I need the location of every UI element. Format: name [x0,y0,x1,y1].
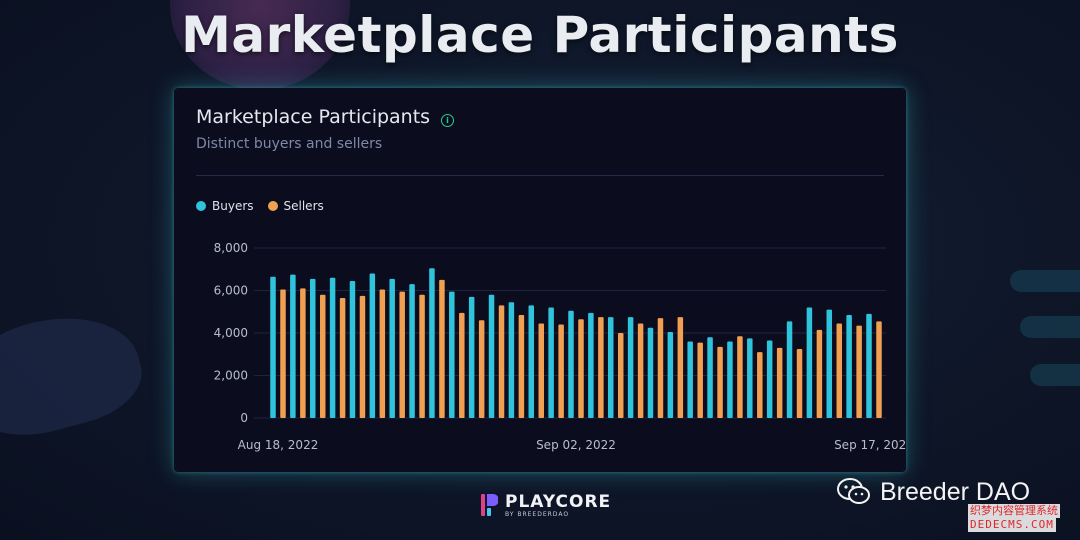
bar-buyers-5[interactable] [369,273,376,419]
bar-buyers-1[interactable] [290,274,296,418]
bar-buyers-19[interactable] [647,327,654,418]
bar-buyers-13[interactable] [528,305,535,418]
bar-buyers-16[interactable] [588,312,594,418]
bar-buyers-28[interactable] [826,309,833,418]
bar-sellers-24[interactable] [757,352,763,418]
bar-sellers-16[interactable] [598,317,604,418]
wechat-watermark: Breeder DAO [836,476,1030,508]
bar-buyers-4[interactable] [349,280,356,418]
bar-sellers-6[interactable] [399,291,405,418]
y-tick-label: 0 [240,411,248,425]
bar-sellers-21[interactable] [697,342,703,418]
page-headline: Marketplace Participants [181,6,899,64]
bar-buyers-2[interactable] [309,278,316,418]
chart-panel: Marketplace Participants i Distinct buye… [174,88,906,472]
bar-buyers-25[interactable] [766,340,773,418]
bar-sellers-17[interactable] [617,333,624,418]
legend-label-buyers: Buyers [212,199,254,213]
bar-sellers-1[interactable] [300,288,306,418]
panel-divider [196,175,884,176]
x-tick-label: Sep 17, 2022 [834,438,906,452]
bar-sellers-28[interactable] [836,323,843,418]
bar-sellers-22[interactable] [717,346,723,418]
bar-buyers-7[interactable] [409,284,415,418]
bar-sellers-20[interactable] [677,317,684,418]
bar-sellers-0[interactable] [280,289,286,418]
legend-item-buyers[interactable]: Buyers [196,199,254,213]
bar-sellers-13[interactable] [538,323,545,418]
bar-buyers-29[interactable] [846,314,852,418]
info-icon[interactable]: i [441,114,454,127]
watermark-text: Breeder DAO [880,477,1031,506]
bar-buyers-6[interactable] [389,278,395,418]
bar-buyers-27[interactable] [806,307,813,419]
bar-buyers-14[interactable] [548,307,554,419]
bar-sellers-4[interactable] [359,295,366,418]
bar-sellers-11[interactable] [498,305,505,418]
brand-name: PLAYCORE [505,491,612,512]
chart-legend: Buyers Sellers [196,199,324,213]
bar-sellers-26[interactable] [796,348,803,418]
bar-buyers-8[interactable] [429,268,435,418]
bar-buyers-17[interactable] [607,317,614,418]
bar-buyers-26[interactable] [786,321,793,418]
bar-sellers-3[interactable] [339,297,346,418]
legend-swatch-sellers [267,201,278,211]
bar-sellers-10[interactable] [478,320,485,418]
bar-sellers-5[interactable] [379,289,386,418]
bar-sellers-7[interactable] [419,294,425,418]
bar-buyers-30[interactable] [866,313,872,418]
bar-sellers-9[interactable] [459,312,465,418]
bar-buyers-23[interactable] [727,341,733,419]
bar-sellers-29[interactable] [856,325,862,418]
watermark-small-en: DEDECMS.COM [968,518,1056,532]
x-tick-label: Aug 18, 2022 [238,438,319,452]
bar-buyers-20[interactable] [667,331,674,418]
bar-chart: 8,000 6,000 4,000 2,000 0 Aug 18, 2022 Sep 02,… [214,241,906,452]
bar-sellers-2[interactable] [319,294,326,418]
bar-buyers-0[interactable] [270,276,276,418]
bar-buyers-10[interactable] [468,296,475,418]
bar-buyers-11[interactable] [488,294,495,418]
bar-buyers-18[interactable] [627,317,634,418]
bar-sellers-18[interactable] [637,323,644,418]
bar-buyers-15[interactable] [568,310,574,418]
legend-item-sellers[interactable]: Sellers [267,199,324,213]
panel-subtitle: Distinct buyers and sellers [196,136,383,152]
playcore-logo: PLAYCORE BY BREEDERDAO [480,492,611,518]
y-tick-label: 2,000 [214,369,248,383]
bar-sellers-27[interactable] [816,329,823,418]
bar-buyers-24[interactable] [747,338,753,418]
watermark-small-cn: 织梦内容管理系统 [968,504,1060,518]
bar-sellers-23[interactable] [737,336,743,418]
bar-buyers-22[interactable] [707,337,713,418]
legend-swatch-buyers [196,201,206,211]
y-tick-label: 8,000 [214,241,248,255]
bar-sellers-15[interactable] [578,319,584,418]
panel-title: Marketplace Participants [196,106,431,128]
bar-buyers-12[interactable] [508,302,515,418]
bar-buyers-3[interactable] [329,277,336,418]
legend-label-sellers: Sellers [283,199,324,213]
background-blob [0,298,152,452]
y-tick-label: 6,000 [214,284,248,298]
x-tick-label: Sep 02, 2022 [536,438,616,452]
bar-buyers-21[interactable] [687,341,693,419]
bar-sellers-25[interactable] [776,347,783,418]
y-tick-label: 4,000 [214,326,248,340]
brand-subtitle: BY BREEDERDAO [505,510,570,518]
bar-sellers-14[interactable] [558,324,564,419]
bar-sellers-19[interactable] [657,318,664,418]
bar-sellers-12[interactable] [518,314,525,418]
bar-buyers-9[interactable] [449,291,455,418]
bar-sellers-8[interactable] [439,279,445,418]
wechat-icon [837,478,870,504]
playcore-logo-icon [481,494,498,516]
bar-sellers-30[interactable] [876,321,882,418]
